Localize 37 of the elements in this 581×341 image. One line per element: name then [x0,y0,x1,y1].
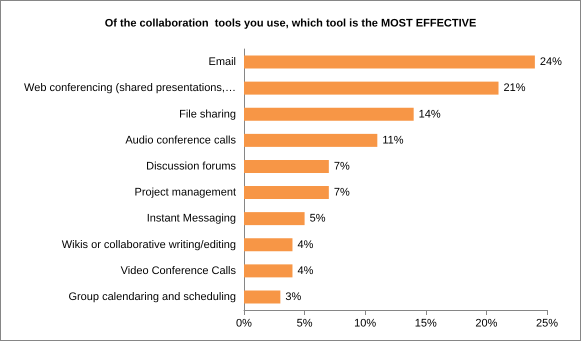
bar [244,134,378,147]
bar [244,238,292,252]
data-label: 4% [297,238,314,251]
y-tick-label: Group calendaring and scheduling [68,290,236,303]
x-tick-label: 25% [536,318,558,330]
bar [244,186,329,200]
data-label: 21% [504,82,526,94]
bar [244,108,414,121]
x-tick-label: 10% [354,318,376,330]
y-tick-label: Web conferencing (shared presentations,… [24,82,236,94]
data-label: 5% [310,212,326,225]
data-label: 14% [418,108,441,120]
y-tick-label: Discussion forums [146,160,236,172]
y-tick-label: Instant Messaging [146,212,236,225]
y-tick-label: Audio conference calls [125,134,236,146]
data-label: 4% [297,264,314,277]
y-tick-label: Video Conference Calls [120,264,236,277]
x-tick-label: 0% [236,318,252,330]
y-tick-label: File sharing [179,108,236,120]
y-tick-label: Email [208,56,236,68]
x-tick-label: 15% [414,318,438,330]
bar [244,160,329,173]
bar [244,264,292,278]
data-label: 3% [285,290,302,303]
data-label: 7% [334,186,350,199]
chart-title: Of the collaboration tools you use, which tool is the MOST EFFECTIVE [104,18,476,30]
data-label: 11% [382,134,404,146]
bar [244,56,535,69]
bar [244,82,499,95]
y-tick-label: Wikis or collaborative writing/editing [62,238,236,251]
x-tick-label: 20% [475,318,498,330]
data-label: 7% [334,160,350,172]
data-label: 24% [540,56,562,68]
bar [244,290,280,304]
bar [244,212,305,226]
y-tick-label: Project management [134,186,236,199]
x-tick-label: 5% [296,318,313,330]
